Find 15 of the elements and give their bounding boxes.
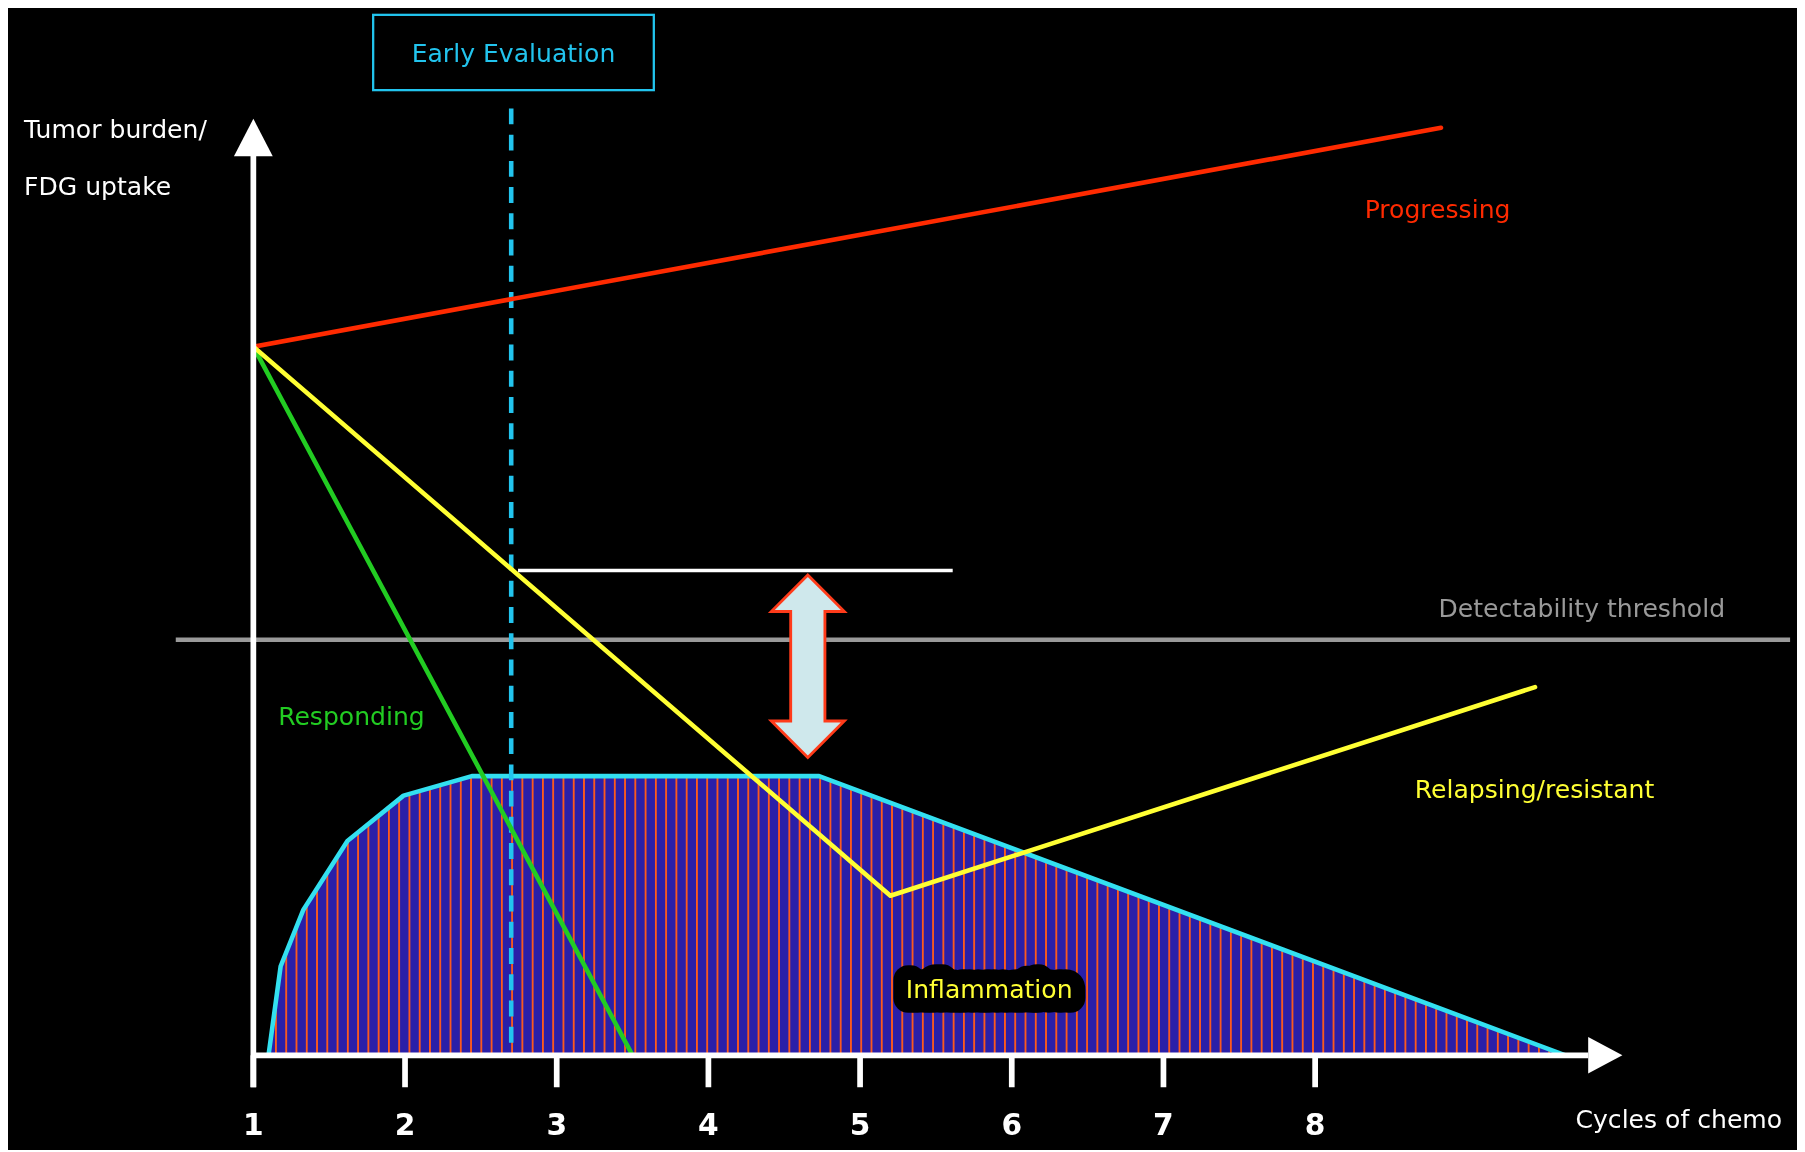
x-tick-label: 5 — [849, 1107, 871, 1143]
text: Progressing — [1364, 195, 1511, 225]
x-tick-label: 4 — [698, 1107, 719, 1143]
ref-line-label: Early Evaluation — [411, 38, 616, 68]
x-tick-label: 1 — [243, 1107, 264, 1143]
ref-line-label: Detectability threshold — [1438, 593, 1726, 623]
x-axis-title: Cycles of chemo — [1575, 1105, 1783, 1135]
x-tick-label: 2 — [394, 1107, 416, 1143]
series-label: Relapsing/resistant — [1414, 774, 1655, 804]
series-label: Responding — [278, 701, 425, 731]
x-tick-label: 6 — [1001, 1107, 1023, 1143]
x-tick-label: 3 — [546, 1107, 568, 1143]
y-axis-title: Tumor burden/ FDG uptake — [23, 115, 208, 202]
x-tick-label: 7 — [1153, 1107, 1174, 1143]
x-tick-label: 8 — [1304, 1107, 1326, 1143]
